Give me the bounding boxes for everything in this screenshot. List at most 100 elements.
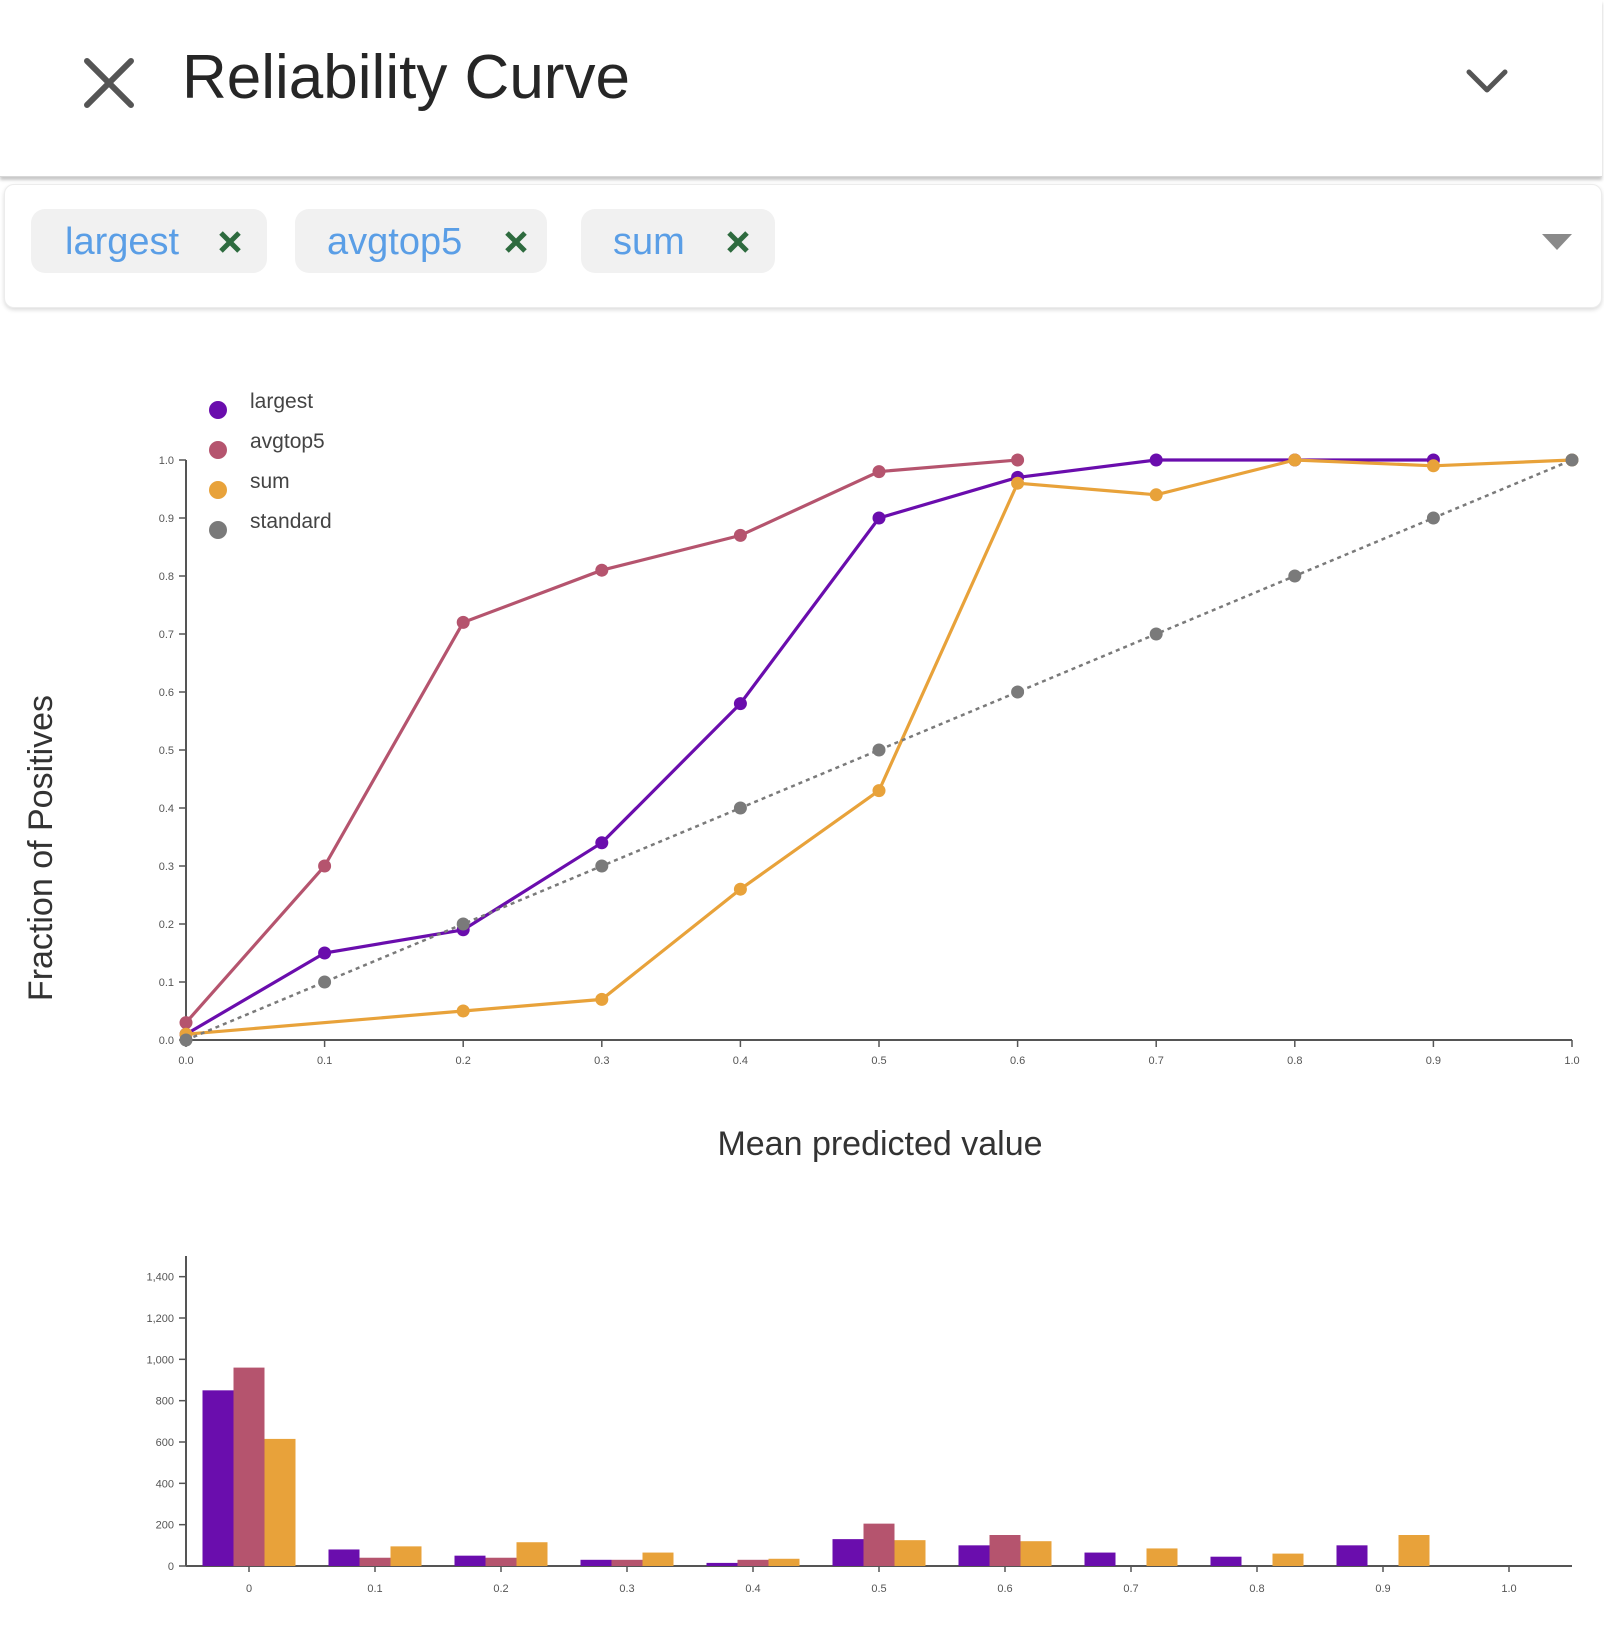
x-tick-label: 0.2 [456, 1055, 471, 1067]
data-point-largest [1426, 453, 1440, 467]
y-tick-label: 0.8 [159, 571, 174, 583]
series-selector[interactable]: largest avgtop5 sum [4, 184, 1602, 308]
data-point-largest [1288, 453, 1302, 467]
bar-x-tick-label: 0 [246, 1583, 252, 1595]
y-tick-label: 0.1 [159, 977, 174, 989]
bar-x-tick-label: 0.8 [1249, 1583, 1264, 1595]
chip-label: sum [613, 221, 685, 263]
data-point-sum [1426, 459, 1440, 473]
bar-x-tick-label: 0.4 [745, 1583, 760, 1595]
data-point-avgtop5 [456, 615, 470, 629]
legend-label-sum: sum [250, 470, 290, 493]
bar-avgtop5 [737, 1559, 769, 1566]
bar-avgtop5 [359, 1557, 391, 1566]
data-point-standard [1149, 627, 1163, 641]
chevron-down-icon[interactable] [1463, 62, 1511, 102]
data-point-sum [1149, 488, 1163, 502]
bar-y-tick-label: 600 [156, 1437, 174, 1449]
legend-label-avgtop5: avgtop5 [250, 430, 325, 453]
bar-x-tick-label: 0.6 [997, 1583, 1012, 1595]
bar-y-tick-label: 1,000 [146, 1354, 174, 1366]
data-point-sum [1011, 476, 1025, 490]
data-point-avgtop5 [179, 1016, 193, 1030]
bar-largest [580, 1559, 612, 1566]
data-point-largest [456, 923, 470, 937]
data-point-standard [1288, 569, 1302, 583]
bar-y-tick-label: 200 [156, 1520, 174, 1532]
bar-sum [1398, 1535, 1430, 1566]
bar-largest [1336, 1545, 1368, 1566]
dropdown-arrow-icon[interactable] [1540, 231, 1574, 253]
remove-chip-icon[interactable] [217, 229, 243, 255]
bar-x-tick-label: 0.2 [493, 1583, 508, 1595]
panel-title: Reliability Curve [182, 43, 630, 112]
data-point-avgtop5 [872, 465, 886, 479]
bar-largest [328, 1549, 360, 1566]
bar-y-tick-label: 800 [156, 1396, 174, 1408]
series-line-avgtop5 [184, 458, 1018, 1024]
remove-chip-icon[interactable] [503, 229, 529, 255]
y-tick-label: 0.9 [159, 513, 174, 525]
data-point-sum [733, 882, 747, 896]
data-point-standard [1426, 511, 1440, 525]
bar-y-tick-label: 400 [156, 1478, 174, 1490]
remove-chip-icon[interactable] [725, 229, 751, 255]
y-tick-label: 0.3 [159, 861, 174, 873]
data-point-largest [872, 511, 886, 525]
bar-avgtop5 [989, 1535, 1021, 1566]
chip-sum: sum [581, 209, 775, 273]
chip-label: avgtop5 [327, 221, 463, 263]
bar-sum [1020, 1541, 1052, 1566]
series-line-standard [185, 458, 1573, 1042]
data-point-largest [179, 1027, 193, 1041]
x-axis-label: Mean predicted value [717, 1125, 1042, 1163]
bar-sum [516, 1542, 548, 1566]
series-line-sum [185, 458, 1573, 1036]
data-point-standard [179, 1033, 193, 1047]
data-point-standard [733, 801, 747, 815]
bar-largest [1210, 1556, 1242, 1566]
bar-x-tick-label: 0.7 [1123, 1583, 1138, 1595]
bar-largest [832, 1539, 864, 1566]
x-tick-label: 1.0 [1564, 1055, 1579, 1067]
bar-largest [958, 1545, 990, 1566]
data-point-sum [1288, 453, 1302, 467]
x-tick-label: 0.1 [317, 1055, 332, 1067]
bar-x-tick-label: 1.0 [1501, 1583, 1516, 1595]
legend-marker-avgtop5 [209, 441, 227, 459]
data-point-standard [1565, 453, 1579, 467]
data-point-standard [456, 917, 470, 931]
x-tick-label: 0.9 [1426, 1055, 1441, 1067]
bar-y-tick-label: 0 [168, 1561, 174, 1573]
bar-x-tick-label: 0.5 [871, 1583, 886, 1595]
x-tick-label: 0.3 [594, 1055, 609, 1067]
x-tick-label: 0.6 [1010, 1055, 1025, 1067]
bar-largest [1084, 1552, 1116, 1566]
bar-avgtop5 [863, 1523, 895, 1566]
data-point-largest [733, 697, 747, 711]
bar-sum [390, 1546, 422, 1566]
x-tick-label: 0.7 [1149, 1055, 1164, 1067]
bar-sum [1272, 1553, 1304, 1566]
y-tick-label: 0.7 [159, 629, 174, 641]
legend-label-standard: standard [250, 510, 332, 533]
data-point-sum [179, 1027, 193, 1041]
data-point-avgtop5 [1011, 453, 1025, 467]
data-point-standard [872, 743, 886, 757]
legend-marker-standard [209, 521, 227, 539]
bar-x-tick-label: 0.9 [1375, 1583, 1390, 1595]
data-point-sum [1565, 453, 1579, 467]
bar-y-tick-label: 1,400 [146, 1272, 174, 1284]
y-tick-label: 0.6 [159, 687, 174, 699]
chip-label: largest [65, 221, 180, 263]
y-tick-label: 0.5 [159, 745, 174, 757]
bar-avgtop5 [485, 1557, 517, 1566]
bar-largest [454, 1555, 486, 1566]
legend-marker-largest [209, 401, 227, 419]
bar-largest [202, 1390, 234, 1566]
bar-y-tick-label: 1,200 [146, 1313, 174, 1325]
data-point-largest [1011, 470, 1025, 484]
chip-largest: largest [31, 209, 267, 273]
legend-marker-sum [209, 481, 227, 499]
close-icon[interactable] [78, 52, 140, 114]
